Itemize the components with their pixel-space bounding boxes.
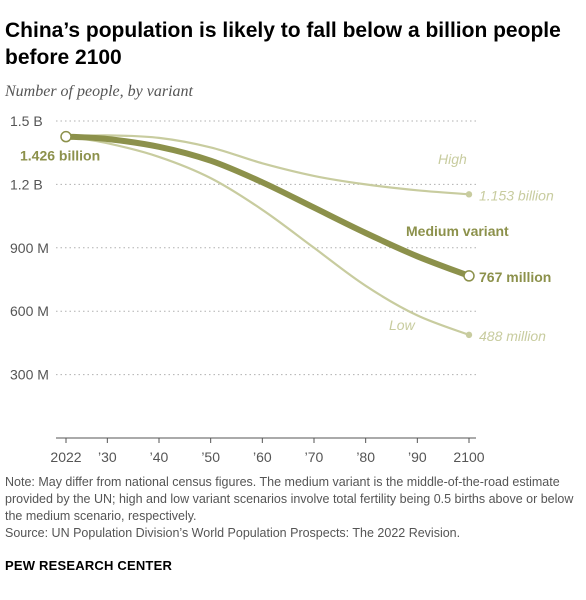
start-marker — [60, 130, 72, 143]
x-tick-label: 2100 — [453, 449, 484, 465]
y-tick-label: 600 M — [10, 303, 49, 319]
end-marker-low — [465, 331, 473, 339]
data-labels: 1.426 billion 1.153 billion 767 million 488… — [20, 148, 554, 344]
series-label-medium: Medium variant — [406, 223, 509, 239]
series-line-high — [65, 134, 470, 196]
y-tick-label: 900 M — [10, 240, 49, 256]
brand-logo-text: PEW RESEARCH CENTER — [5, 558, 173, 573]
x-tick-label: ’40 — [150, 449, 169, 465]
line-chart: 2022 ’30 ’40 ’50 ’60 ’70 ’80 ’90 2100 300 M 600 M… — [10, 113, 554, 465]
x-axis: 2022 ’30 ’40 ’50 ’60 ’70 ’80 ’90 2100 — [50, 437, 485, 465]
end-value-label-low: 488 million — [479, 328, 546, 344]
series-lines — [60, 130, 475, 339]
y-tick-label: 1.2 B — [10, 176, 43, 192]
series-label-high: High — [438, 151, 467, 167]
x-tick-label: ’50 — [201, 449, 220, 465]
x-tick-label: ’60 — [253, 449, 272, 465]
gridlines — [56, 120, 476, 376]
x-tick-label: ’90 — [408, 449, 427, 465]
x-tick-label: ’70 — [305, 449, 324, 465]
end-marker-medium — [463, 270, 475, 282]
chart-note: Note: May differ from national census fi… — [5, 474, 580, 542]
chart-title: China’s population is likely to fall bel… — [5, 19, 561, 69]
x-tick-label: ’30 — [98, 449, 117, 465]
end-value-label-medium: 767 million — [479, 269, 551, 285]
series-line-medium-variant — [63, 133, 472, 279]
source-text: Source: UN Population Division’s World P… — [5, 526, 461, 540]
y-tick-label: 1.5 B — [10, 113, 43, 129]
y-tick-label: 300 M — [10, 367, 49, 383]
end-marker-high — [465, 191, 473, 198]
end-value-label-high: 1.153 billion — [479, 187, 554, 203]
series-line-low — [65, 135, 470, 336]
series-label-low: Low — [389, 317, 416, 333]
x-tick-label: 2022 — [50, 449, 81, 465]
start-value-label: 1.426 billion — [20, 148, 100, 164]
chart-subtitle: Number of people, by variant — [5, 83, 193, 100]
x-tick-label: ’80 — [356, 449, 375, 465]
y-axis-labels: 300 M 600 M 900 M 1.2 B 1.5 B — [10, 113, 49, 383]
note-text: Note: May differ from national census fi… — [5, 475, 574, 523]
